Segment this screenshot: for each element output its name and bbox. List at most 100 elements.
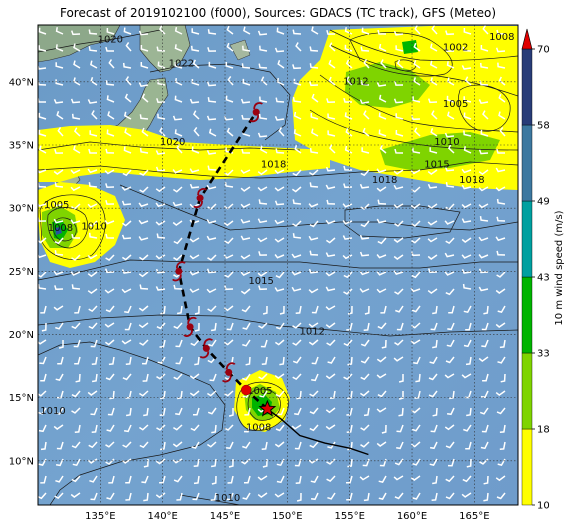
wind-barb xyxy=(309,46,319,52)
wind-barb xyxy=(411,237,421,244)
wind-barb xyxy=(346,492,353,501)
wind-barb xyxy=(123,27,132,35)
wind-barb xyxy=(176,144,183,154)
wind-barb xyxy=(448,305,455,314)
wind-barb xyxy=(226,25,234,35)
wind-barb xyxy=(311,356,319,365)
wind-barb xyxy=(257,492,268,499)
wind-barb xyxy=(242,45,251,52)
wind-barb xyxy=(122,373,132,381)
wind-barb xyxy=(394,148,404,154)
wind-barb xyxy=(310,113,319,120)
wind-barb xyxy=(139,147,149,154)
tropical-storm-symbol xyxy=(193,188,207,209)
wind-barb xyxy=(173,424,183,431)
wind-barb xyxy=(140,44,149,52)
wind-barb xyxy=(262,305,268,315)
wind-barb xyxy=(173,373,183,381)
wind-barb xyxy=(445,30,455,36)
wind-barb xyxy=(377,237,387,245)
wind-barb xyxy=(194,356,200,366)
isobar-label: 1010 xyxy=(434,137,459,148)
wind-barb xyxy=(495,475,506,482)
wind-barb xyxy=(463,112,472,120)
wind-barb xyxy=(310,492,319,501)
colorbar-extend-triangle xyxy=(521,28,533,50)
wind-barb xyxy=(327,356,336,364)
wind-barb xyxy=(56,390,64,399)
wind-barb xyxy=(497,305,506,313)
lon-tick-label: 145°E xyxy=(210,511,240,522)
wind-barb xyxy=(427,98,438,104)
wind-barb xyxy=(176,305,183,315)
colorbar-tick-label: 70 xyxy=(537,45,550,56)
colorbar-tick-label: 10 xyxy=(537,501,550,512)
wind-barb xyxy=(226,322,234,331)
wind-barb xyxy=(261,356,268,366)
wind-barb xyxy=(206,219,217,224)
wind-barb xyxy=(138,424,149,431)
wind-barb xyxy=(430,77,438,86)
wind-barb xyxy=(398,407,404,417)
wind-barb xyxy=(482,25,489,35)
wind-barb xyxy=(447,322,455,331)
wind-barb xyxy=(54,237,64,245)
wind-barb xyxy=(121,339,132,345)
wind-barb xyxy=(497,62,506,69)
lat-tick-label: 15°N xyxy=(9,393,34,404)
wind-barb xyxy=(309,81,319,87)
wind-barb xyxy=(292,233,302,239)
wind-barb xyxy=(345,127,353,137)
isobar-label: 1008 xyxy=(48,223,73,234)
wind-barb xyxy=(461,492,472,498)
wind-barb xyxy=(105,441,115,448)
wind-barb xyxy=(377,29,387,35)
wind-barb xyxy=(223,339,234,346)
wind-barb xyxy=(447,77,455,86)
wind-barb xyxy=(121,458,132,464)
map-panel: 1020 1022 1020 1018 1015 1012 1005 1008 1010 1018… xyxy=(38,25,518,505)
colorbar-label: 10 m wind speed (m/s) xyxy=(554,210,565,325)
lon-tick-label: 135°E xyxy=(85,511,115,522)
wind-barb xyxy=(478,99,489,105)
wind-barb xyxy=(71,475,81,483)
wind-barb xyxy=(55,458,64,467)
storm-symbol-arm xyxy=(249,115,260,123)
wind-barb xyxy=(71,407,81,414)
wind-barb xyxy=(70,271,81,276)
wind-barb xyxy=(71,113,81,120)
wind-barb xyxy=(447,458,455,467)
wind-barb xyxy=(189,183,200,189)
wind-barb xyxy=(207,407,217,415)
wind-barb xyxy=(308,322,319,328)
wind-barb xyxy=(430,424,438,433)
wind-barb xyxy=(461,254,472,259)
wind-barb xyxy=(360,356,370,364)
wind-barb xyxy=(156,322,166,330)
wind-barb xyxy=(258,113,268,120)
wind-barb xyxy=(478,203,489,209)
wind-barb xyxy=(359,390,370,397)
wind-barb xyxy=(394,339,404,346)
wind-barb xyxy=(226,127,234,137)
wind-barb xyxy=(89,475,98,483)
wind-barb xyxy=(88,46,98,52)
wind-barb xyxy=(88,322,98,330)
wind-barb xyxy=(295,475,302,484)
isobar xyxy=(247,388,281,421)
wind-barb xyxy=(464,76,472,86)
wind-barb xyxy=(259,96,268,103)
wind-barb xyxy=(104,268,115,274)
wind-barb xyxy=(327,441,336,449)
wind-barb xyxy=(293,78,302,86)
wind-barb xyxy=(159,127,166,137)
wind-barb xyxy=(394,492,404,500)
wind-barb xyxy=(393,98,404,104)
isobar xyxy=(149,63,291,141)
wind-barb xyxy=(41,322,47,332)
storm-symbol-core xyxy=(196,194,204,202)
storm-symbol-arm xyxy=(203,338,214,346)
wind-barb xyxy=(177,390,183,400)
wind-barb xyxy=(155,166,166,172)
wind-barb xyxy=(124,128,132,137)
